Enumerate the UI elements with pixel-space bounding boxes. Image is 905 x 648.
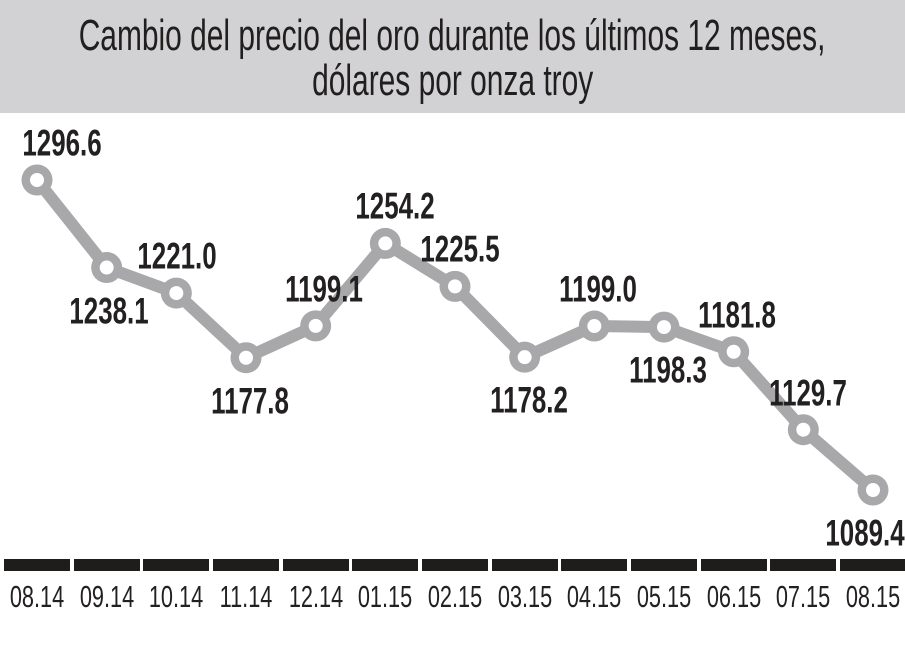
axis-dash bbox=[352, 559, 419, 571]
data-point-label: 1238.1 bbox=[69, 290, 149, 332]
x-axis-label: 08.14 bbox=[9, 579, 65, 614]
x-axis-label: 03.15 bbox=[497, 579, 552, 614]
chart-title-line-2: dólares por onza troy bbox=[311, 55, 594, 105]
data-point-label: 1129.7 bbox=[769, 372, 848, 414]
data-point-label: 1199.1 bbox=[284, 268, 363, 310]
axis-dash bbox=[213, 559, 279, 571]
axis-dash bbox=[282, 559, 349, 571]
data-point-label: 1178.2 bbox=[489, 379, 568, 421]
x-axis-label: 06.15 bbox=[706, 579, 761, 614]
axis-dash bbox=[840, 559, 905, 571]
data-point-marker-hole bbox=[239, 350, 253, 365]
data-point-label: 1225.5 bbox=[420, 228, 500, 270]
data-point-marker-hole bbox=[378, 236, 393, 251]
data-point-label: 1181.8 bbox=[697, 294, 776, 336]
axis-dash bbox=[700, 559, 767, 571]
data-point-label: 1089.4 bbox=[825, 512, 905, 554]
data-point-marker-hole bbox=[796, 422, 811, 437]
axis-dash bbox=[422, 559, 488, 571]
data-point-label: 1254.2 bbox=[355, 185, 435, 227]
data-point-marker-hole bbox=[517, 350, 532, 365]
data-point-marker-hole bbox=[587, 319, 602, 334]
x-axis-label: 02.15 bbox=[427, 579, 483, 614]
x-axis-label: 04.15 bbox=[567, 579, 622, 614]
data-point-label: 1199.0 bbox=[559, 268, 638, 310]
data-point-marker-hole bbox=[866, 483, 880, 497]
x-axis-label: 10.14 bbox=[149, 579, 204, 614]
x-axis-label: 11.14 bbox=[219, 579, 273, 614]
data-point-marker-hole bbox=[726, 344, 741, 359]
axis-dash bbox=[143, 559, 210, 571]
data-point-label: 1221.0 bbox=[137, 235, 217, 277]
x-axis-label: 08.15 bbox=[845, 579, 901, 614]
axis-dash bbox=[4, 559, 70, 571]
data-point-label: 1177.8 bbox=[211, 380, 289, 422]
x-axis-label: 12.14 bbox=[288, 579, 343, 614]
x-axis-label: 01.15 bbox=[358, 579, 413, 614]
data-point-marker-hole bbox=[30, 173, 44, 187]
data-point-marker-hole bbox=[169, 286, 184, 301]
data-point-marker-hole bbox=[448, 279, 462, 294]
data-point-marker-hole bbox=[308, 318, 323, 333]
data-point-label: 1198.3 bbox=[629, 349, 707, 391]
data-point-marker-hole bbox=[657, 320, 671, 335]
axis-dash bbox=[561, 559, 628, 571]
data-point-marker-hole bbox=[99, 260, 114, 275]
x-axis-label: 09.14 bbox=[79, 579, 134, 614]
x-axis-label: 07.15 bbox=[776, 579, 831, 614]
chart-title-line-1: Cambio del precio del oro durante los úl… bbox=[79, 10, 826, 60]
x-axis-label: 05.15 bbox=[636, 579, 692, 614]
axis-dash bbox=[770, 559, 837, 571]
axis-dash bbox=[631, 559, 697, 571]
axis-dash bbox=[491, 559, 558, 571]
data-point-label: 1296.6 bbox=[22, 122, 102, 164]
axis-dash bbox=[73, 559, 140, 571]
chart-title: Cambio del precio del oro durante los úl… bbox=[0, 0, 905, 113]
